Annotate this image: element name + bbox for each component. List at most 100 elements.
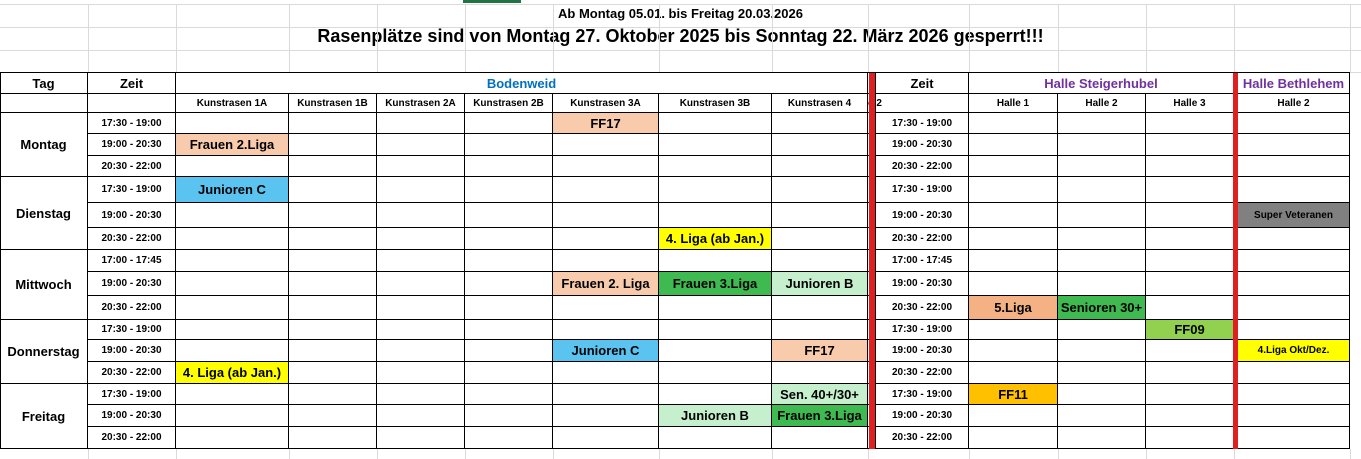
time-cell: 17:00 - 17:45	[876, 250, 969, 272]
day-name: Montag	[0, 113, 88, 177]
empty-cell	[969, 362, 1058, 384]
empty-cell	[1238, 113, 1350, 134]
empty-cell	[1146, 340, 1234, 362]
empty-cell	[176, 113, 289, 134]
empty-cell	[1146, 296, 1234, 320]
booking-cell: Frauen 3.Liga	[772, 405, 868, 427]
empty-cell	[553, 203, 659, 228]
booking-cell: FF17	[772, 340, 868, 362]
time-cell: 20:30 - 22:00	[88, 228, 176, 250]
empty-cell	[176, 156, 289, 177]
empty-cell	[465, 272, 553, 296]
time-cell: 20:30 - 22:00	[876, 427, 969, 449]
separator	[869, 73, 875, 449]
selected-cell-marker	[463, 0, 521, 3]
empty-cell	[377, 296, 465, 320]
empty-cell	[772, 228, 868, 250]
empty-cell	[772, 250, 868, 272]
gridline	[1234, 449, 1235, 459]
empty-cell	[1058, 156, 1146, 177]
empty-cell	[969, 250, 1058, 272]
empty-cell	[176, 250, 289, 272]
empty-cell	[969, 320, 1058, 340]
empty-cell	[772, 320, 868, 340]
group-header: Bodenweid	[176, 73, 868, 94]
table-border	[0, 73, 1, 449]
empty-cell	[465, 156, 553, 177]
column-header: Kunstrasen 2B	[465, 94, 553, 113]
empty-cell	[772, 362, 868, 384]
header-cell	[876, 94, 969, 113]
booking-cell: 4. Liga (ab Jan.)	[176, 362, 289, 384]
empty-cell	[1058, 427, 1146, 449]
empty-cell	[969, 113, 1058, 134]
time-cell: 17:30 - 19:00	[88, 177, 176, 203]
empty-cell	[553, 228, 659, 250]
empty-cell	[1146, 427, 1234, 449]
empty-cell	[772, 177, 868, 203]
time-cell: 20:30 - 22:00	[88, 156, 176, 177]
empty-cell	[1238, 320, 1350, 340]
empty-cell	[553, 427, 659, 449]
empty-cell	[772, 203, 868, 228]
empty-cell	[969, 177, 1058, 203]
time-cell: 17:30 - 19:00	[876, 177, 969, 203]
empty-cell	[1058, 134, 1146, 156]
column-header: Kunstrasen 3B	[659, 94, 772, 113]
time-cell: 19:00 - 20:30	[88, 134, 176, 156]
empty-cell	[659, 156, 772, 177]
booking-cell: FF11	[969, 384, 1058, 405]
empty-cell	[377, 320, 465, 340]
booking-cell: Frauen 2.Liga	[176, 134, 289, 156]
empty-cell	[377, 405, 465, 427]
day-name: Dienstag	[0, 177, 88, 250]
time-cell: 20:30 - 22:00	[88, 296, 176, 320]
gridline	[868, 4, 869, 72]
time-cell: 19:00 - 20:30	[876, 203, 969, 228]
gridline	[0, 50, 1361, 51]
empty-cell	[176, 340, 289, 362]
empty-cell	[377, 134, 465, 156]
column-header: Halle 2	[1238, 94, 1350, 113]
time-cell: 19:00 - 20:30	[88, 203, 176, 228]
empty-cell	[1146, 156, 1234, 177]
time-cell: 19:00 - 20:30	[88, 272, 176, 296]
empty-cell	[1238, 405, 1350, 427]
empty-cell	[1058, 320, 1146, 340]
title: Rasenplätze sind von Montag 27. Oktober …	[317, 26, 1044, 46]
empty-cell	[553, 296, 659, 320]
empty-cell	[659, 362, 772, 384]
empty-cell	[1146, 177, 1234, 203]
empty-cell	[465, 177, 553, 203]
empty-cell	[969, 228, 1058, 250]
time-cell: 19:00 - 20:30	[88, 340, 176, 362]
empty-cell	[377, 156, 465, 177]
empty-cell	[1238, 250, 1350, 272]
empty-cell	[969, 134, 1058, 156]
empty-cell	[1146, 203, 1234, 228]
time-cell: 20:30 - 22:00	[876, 228, 969, 250]
empty-cell	[289, 113, 377, 134]
empty-cell	[1146, 362, 1234, 384]
empty-cell	[176, 405, 289, 427]
empty-cell	[1058, 362, 1146, 384]
empty-cell	[659, 340, 772, 362]
empty-cell	[1238, 362, 1350, 384]
empty-cell	[969, 405, 1058, 427]
empty-cell	[1058, 203, 1146, 228]
empty-cell	[289, 362, 377, 384]
day-name: Freitag	[0, 384, 88, 449]
empty-cell	[465, 405, 553, 427]
empty-cell	[772, 156, 868, 177]
header-cell: Zeit	[88, 73, 176, 94]
empty-cell	[1058, 272, 1146, 296]
booking-cell: Junioren B	[659, 405, 772, 427]
time-cell: 19:00 - 20:30	[876, 134, 969, 156]
header-cell: Zeit	[876, 73, 969, 94]
gridline	[465, 449, 466, 459]
time-cell: 17:30 - 19:00	[88, 384, 176, 405]
gridline	[1146, 4, 1147, 72]
empty-cell	[289, 203, 377, 228]
empty-cell	[659, 296, 772, 320]
booking-cell: Junioren B	[772, 272, 868, 296]
